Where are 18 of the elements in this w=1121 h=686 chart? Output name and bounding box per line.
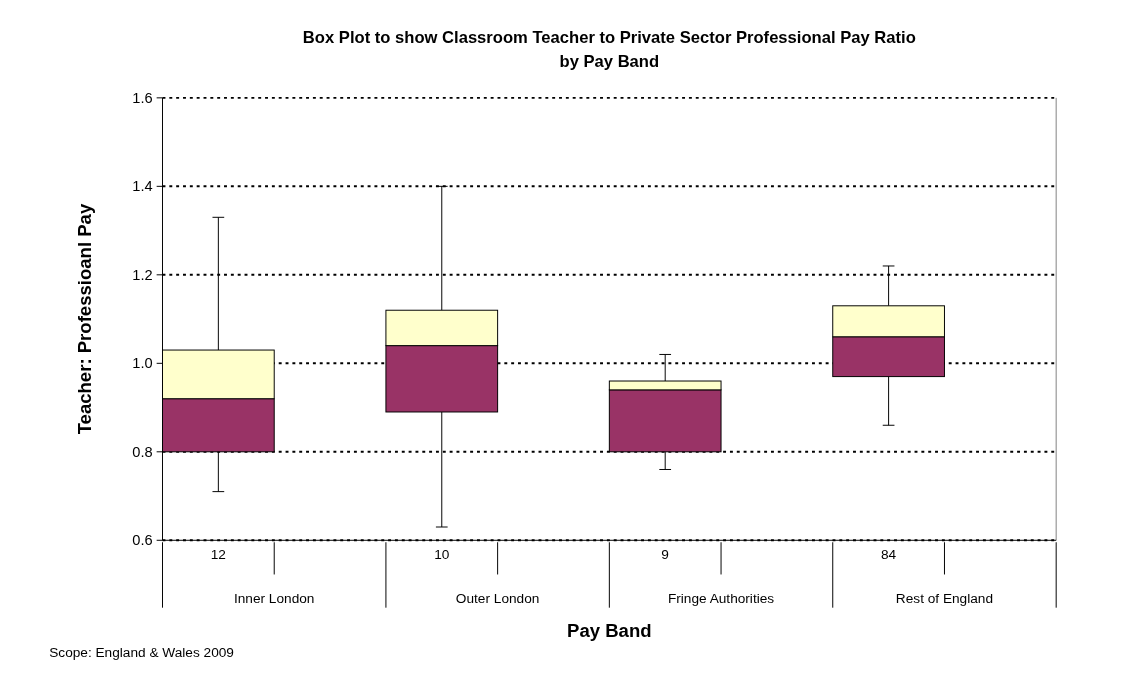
y-tick-label: 1.0 [132,355,153,372]
x-axis-title: Pay Band [567,619,652,641]
y-tick-label: 1.2 [132,266,153,283]
text: Inner London [233,590,315,606]
text: Fringe Authorities [667,590,775,606]
x-tick-label: 10 [434,546,450,562]
y-tick-label: 0.6 [132,532,153,549]
y-axis-title: Teacher: Professioanl Pay [74,203,96,435]
text: Rest of England [895,590,994,606]
text: Outer London [455,590,540,606]
text: Scope: England & Wales 2009 [49,644,234,660]
chart-title: Box Plot to show Classroom Teacher to Private Sector Professional Pay Ratio by Pay Band [302,28,916,71]
x-tick-label: 12 [210,546,226,562]
y-tick-label: 0.8 [132,443,153,460]
x-tick-label: 9 [661,546,669,562]
y-tick-label: 1.4 [132,178,153,195]
x-tick-label: 84 [881,546,897,562]
y-tick-label: 1.6 [132,89,153,106]
